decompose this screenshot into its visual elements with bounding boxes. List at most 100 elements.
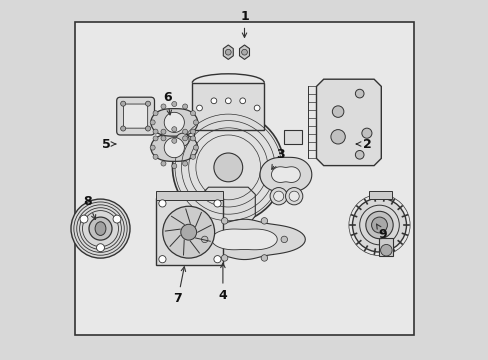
Polygon shape (271, 167, 300, 183)
Circle shape (330, 130, 345, 144)
Bar (170, 130, 194, 149)
Text: 3: 3 (271, 148, 284, 169)
Circle shape (153, 154, 158, 159)
Circle shape (201, 236, 207, 243)
Circle shape (225, 98, 231, 104)
Text: 8: 8 (83, 195, 96, 220)
Circle shape (150, 120, 155, 125)
Circle shape (145, 126, 150, 131)
Circle shape (171, 138, 177, 143)
Polygon shape (284, 130, 302, 144)
Circle shape (190, 111, 195, 116)
Circle shape (190, 136, 195, 141)
Polygon shape (239, 45, 249, 59)
Circle shape (171, 102, 177, 107)
Circle shape (261, 217, 267, 224)
Circle shape (211, 98, 216, 104)
Circle shape (380, 244, 391, 256)
Circle shape (181, 224, 196, 240)
Circle shape (164, 138, 184, 158)
Circle shape (241, 49, 247, 55)
Polygon shape (183, 219, 305, 260)
Circle shape (80, 215, 88, 223)
Circle shape (355, 150, 363, 159)
Circle shape (190, 154, 195, 159)
Circle shape (213, 153, 242, 182)
Circle shape (221, 217, 227, 224)
Text: 6: 6 (163, 91, 171, 115)
Circle shape (153, 111, 158, 116)
Circle shape (172, 112, 284, 223)
Circle shape (213, 256, 221, 263)
Circle shape (254, 105, 260, 111)
Circle shape (371, 217, 386, 233)
Polygon shape (316, 79, 381, 166)
Circle shape (161, 129, 165, 134)
Circle shape (145, 101, 150, 106)
Circle shape (159, 200, 166, 207)
Polygon shape (201, 187, 255, 225)
Circle shape (161, 161, 165, 166)
Circle shape (161, 136, 165, 141)
Circle shape (239, 98, 245, 104)
Circle shape (121, 126, 125, 131)
Ellipse shape (95, 222, 106, 235)
Circle shape (171, 163, 177, 168)
Bar (368, 191, 391, 199)
Circle shape (355, 89, 363, 98)
Circle shape (281, 236, 287, 243)
Circle shape (332, 106, 343, 117)
Text: 2: 2 (356, 138, 370, 150)
Circle shape (153, 129, 158, 134)
Text: 4: 4 (218, 263, 227, 302)
Bar (75, 22, 413, 335)
Circle shape (361, 128, 371, 138)
Bar (156, 191, 223, 200)
Circle shape (225, 49, 231, 55)
Circle shape (288, 191, 299, 201)
Circle shape (89, 217, 112, 240)
Circle shape (113, 215, 121, 223)
Circle shape (193, 145, 198, 150)
Circle shape (261, 255, 267, 261)
Circle shape (164, 112, 184, 132)
Circle shape (269, 188, 287, 205)
Circle shape (193, 120, 198, 125)
Bar (379, 238, 392, 256)
Circle shape (273, 191, 283, 201)
Circle shape (171, 127, 177, 132)
Circle shape (96, 244, 104, 252)
Circle shape (182, 129, 187, 134)
Circle shape (150, 145, 155, 150)
Circle shape (182, 161, 187, 166)
Circle shape (196, 105, 202, 111)
Circle shape (352, 198, 406, 252)
FancyBboxPatch shape (123, 104, 147, 128)
Polygon shape (151, 109, 197, 136)
Polygon shape (223, 45, 233, 59)
Circle shape (153, 136, 158, 141)
Circle shape (163, 206, 214, 258)
Circle shape (121, 101, 125, 106)
Circle shape (161, 104, 165, 109)
Circle shape (182, 104, 187, 109)
Circle shape (221, 255, 227, 261)
Circle shape (159, 256, 166, 263)
Polygon shape (211, 229, 277, 250)
Circle shape (71, 199, 130, 258)
Circle shape (182, 136, 187, 141)
Circle shape (285, 188, 302, 205)
Bar (156, 198, 223, 265)
Polygon shape (260, 157, 311, 192)
Circle shape (190, 129, 195, 134)
Text: 1: 1 (240, 10, 248, 37)
Text: 7: 7 (173, 267, 185, 305)
Bar (192, 83, 264, 130)
Circle shape (213, 200, 221, 207)
Circle shape (176, 133, 189, 146)
Text: 9: 9 (376, 224, 386, 240)
Text: 5: 5 (102, 138, 116, 150)
Polygon shape (151, 134, 197, 161)
Circle shape (365, 211, 392, 239)
FancyBboxPatch shape (117, 97, 154, 135)
